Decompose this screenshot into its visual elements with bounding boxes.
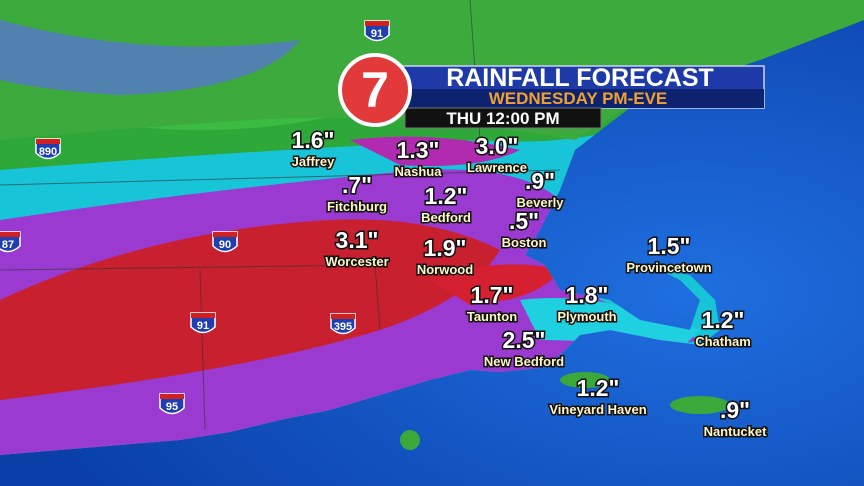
city-name: Nantucket [704, 424, 768, 439]
shield-number: 91 [371, 28, 383, 40]
rainfall-amount: .5" [509, 208, 539, 234]
rainfall-amount: 1.8" [566, 282, 609, 308]
city-name: Worcester [325, 254, 388, 269]
rainfall-amount: .9" [525, 168, 555, 194]
shield-number: 87 [2, 239, 14, 251]
city-name: Provincetown [626, 260, 711, 275]
rainfall-amount: 1.7" [471, 282, 514, 308]
rainfall-amount: 1.6" [292, 127, 335, 153]
shield-top [213, 232, 237, 237]
shield-top [160, 394, 184, 399]
subtitle: WEDNESDAY PM-EVE [489, 89, 668, 108]
rainfall-amount: 1.2" [577, 375, 620, 401]
borders [0, 0, 561, 431]
city-name: Chatham [695, 334, 751, 349]
rainfall-amount: .9" [720, 397, 750, 423]
rainfall-amount: 1.2" [425, 183, 468, 209]
shield-top [0, 232, 20, 237]
city-name: Taunton [467, 309, 517, 324]
shield-top [191, 313, 215, 318]
rainfall-amount: 3.0" [476, 133, 519, 159]
rainfall-amount: 1.9" [424, 235, 467, 261]
shield-top [331, 314, 355, 319]
rainfall-labels: 1.6"Jaffrey 1.3"Nashua 3.0"Lawrence .7"Fitc… [290, 126, 769, 441]
shield-number: 90 [219, 239, 231, 251]
city-name: New Bedford [484, 354, 564, 369]
city-name: Lawrence [467, 160, 527, 175]
shield-number: 95 [166, 401, 178, 413]
city-name: Beverly [517, 195, 565, 210]
shield-number: 91 [197, 320, 209, 332]
shield-number: 395 [334, 321, 352, 333]
rainfall-amount: 2.5" [503, 327, 546, 353]
rainfall-amount: 3.1" [336, 227, 379, 253]
shield-top [365, 21, 389, 26]
city-name: Fitchburg [327, 199, 387, 214]
city-name: Nashua [395, 164, 443, 179]
islands [400, 372, 730, 450]
city-name: Jaffrey [292, 154, 335, 169]
logo: 7 [361, 62, 389, 118]
city-name: Plymouth [557, 309, 616, 324]
time: THU 12:00 PM [446, 109, 559, 128]
rainfall-amount: 1.2" [702, 307, 745, 333]
shield-number: 890 [39, 146, 57, 158]
header: 7 RAINFALL FORECAST WEDNESDAY PM-EVE THU… [338, 53, 765, 129]
highway-shields: 91 890 90 91 395 95 87 [0, 20, 390, 415]
city-name: Bedford [421, 210, 471, 225]
rainfall-amount: 1.5" [648, 233, 691, 259]
title: RAINFALL FORECAST [446, 64, 714, 92]
rainfall-amount: 1.3" [397, 137, 440, 163]
rainfall-amount: .7" [342, 172, 372, 198]
city-name: Boston [502, 235, 547, 250]
city-name: Norwood [417, 262, 473, 277]
shield-top [36, 139, 60, 144]
city-name: Vineyard Haven [549, 402, 646, 417]
